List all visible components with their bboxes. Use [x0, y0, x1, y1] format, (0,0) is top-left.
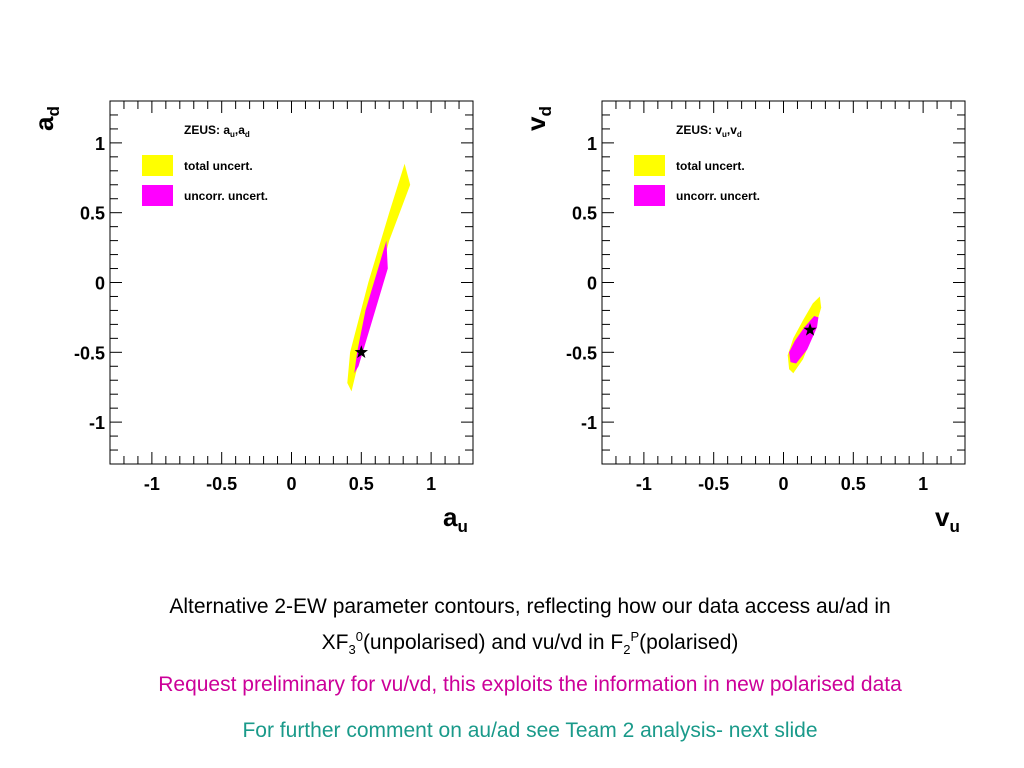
x-tick-label: 1 — [426, 474, 436, 494]
legend-label: uncorr. uncert. — [184, 189, 268, 203]
caption-line-1: Alternative 2-EW parameter contours, ref… — [169, 595, 891, 618]
x-tick-label: 0.5 — [349, 474, 374, 494]
y-axis-title-sub: d — [44, 106, 63, 116]
contour-uncorr-uncert — [354, 240, 388, 374]
y-tick-label: -0.5 — [566, 343, 597, 363]
x-tick-label: -1 — [636, 474, 652, 494]
x-tick-label: -0.5 — [206, 474, 237, 494]
legend-header-main: ZEUS: a — [184, 123, 230, 137]
legend-header-sub: u — [722, 130, 727, 139]
caption-sub-3: 3 — [348, 642, 356, 658]
x-tick-label: 1 — [918, 474, 928, 494]
caption-comment: For further comment on au/ad see Team 2 … — [242, 719, 818, 742]
caption-sup-0: 0 — [355, 629, 363, 644]
legend-header-main: ZEUS: v — [676, 123, 722, 137]
y-axis-title-main: v — [521, 116, 551, 131]
legend-swatch — [634, 155, 665, 176]
legend-label: total uncert. — [676, 159, 745, 173]
y-axis-title: vd — [521, 106, 555, 131]
caption-sub-2: 2 — [623, 642, 631, 658]
x-axis-title-sub: u — [457, 517, 467, 536]
caption-main: Alternative 2-EW parameter contours, ref… — [0, 592, 1024, 665]
y-axis-title-main: a — [29, 116, 59, 131]
legend-header-mid: ,a — [235, 123, 245, 137]
x-tick-label: -0.5 — [698, 474, 729, 494]
y-tick-label: 0.5 — [572, 204, 597, 224]
legend-swatch — [142, 185, 173, 206]
legend-swatch — [142, 155, 173, 176]
caption-line-2-part-c: (polarised) — [639, 631, 739, 654]
y-tick-label: -1 — [581, 413, 597, 433]
central-value-star — [803, 323, 817, 336]
caption-sup-p: P — [630, 629, 640, 644]
x-axis-title: vu — [935, 502, 960, 536]
caption-line-2-part-a: XF — [321, 631, 349, 654]
caption-line-2-part-b: (unpolarised) and vu/vd in F — [362, 631, 624, 654]
x-tick-label: -1 — [144, 474, 160, 494]
legend-header-sub: u — [230, 130, 235, 139]
x-tick-label: 0.5 — [841, 474, 866, 494]
y-tick-label: 1 — [587, 134, 597, 154]
legend-header-mid: ,v — [727, 123, 737, 137]
y-tick-label: 0.5 — [80, 204, 105, 224]
legend-header: ZEUS: au,ad — [184, 123, 250, 139]
y-tick-label: 0 — [587, 274, 597, 294]
x-tick-label: 0 — [778, 474, 788, 494]
central-value-star — [354, 345, 368, 358]
x-axis-title-main: v — [935, 502, 950, 532]
y-tick-label: -0.5 — [74, 343, 105, 363]
legend-label: uncorr. uncert. — [676, 189, 760, 203]
legend-label: total uncert. — [184, 159, 253, 173]
y-tick-label: 0 — [95, 274, 105, 294]
x-axis-title-sub: u — [949, 517, 959, 536]
y-axis-title-sub: d — [536, 106, 555, 116]
y-tick-label: 1 — [95, 134, 105, 154]
x-tick-label: 0 — [286, 474, 296, 494]
legend-header: ZEUS: vu,vd — [676, 123, 742, 139]
x-axis-title: au — [443, 502, 468, 536]
y-tick-label: -1 — [89, 413, 105, 433]
y-axis-title: ad — [29, 106, 63, 131]
legend-swatch — [634, 185, 665, 206]
legend-header-sub: d — [245, 130, 250, 139]
caption-request: Request preliminary for vu/vd, this expl… — [158, 673, 902, 696]
legend-header-sub: d — [737, 130, 742, 139]
x-axis-title-main: a — [443, 502, 458, 532]
